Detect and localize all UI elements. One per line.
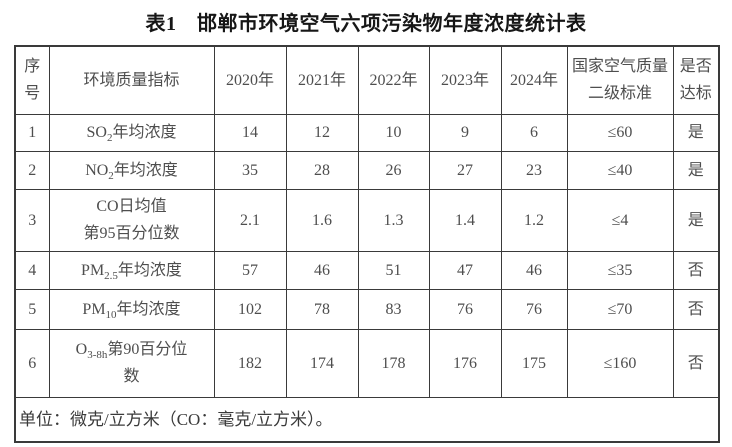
row-number-cell: 3 bbox=[14, 188, 50, 252]
indicator-cell: PM10年均浓度 bbox=[48, 288, 215, 330]
standard-cell: ≤60 bbox=[566, 113, 674, 152]
value-cell: 6 bbox=[500, 113, 568, 152]
value-cell: 182 bbox=[213, 328, 287, 398]
table-footer-row: 单位：微克/立方米（CO：毫克/立方米）。 bbox=[14, 396, 720, 443]
page-title: 表1 邯郸市环境空气六项污染物年度浓度统计表 bbox=[145, 13, 587, 35]
value-cell: 178 bbox=[357, 328, 430, 398]
value-cell: 176 bbox=[428, 328, 502, 398]
table-row: 6 O3-8h第90百分位数 182 174 178 176 175 ≤160 否 bbox=[14, 328, 720, 398]
value-cell: 9 bbox=[428, 113, 502, 152]
value-cell: 2.1 bbox=[213, 188, 287, 252]
table-row: 5 PM10年均浓度 102 78 83 76 76 ≤70 否 bbox=[14, 288, 720, 330]
column-header-standard: 国家空气质量二级标准 bbox=[566, 45, 674, 115]
value-cell: 78 bbox=[285, 288, 359, 330]
value-cell: 27 bbox=[428, 150, 502, 190]
column-header-compliance: 是否达标 bbox=[672, 45, 720, 115]
column-header-2024: 2024年 bbox=[500, 45, 568, 115]
table-row: 3 CO日均值 第95百分位数 2.1 1.6 1.3 1.4 1.2 ≤4 是 bbox=[14, 188, 720, 252]
value-cell: 1.6 bbox=[285, 188, 359, 252]
compliance-cell: 否 bbox=[672, 328, 720, 398]
table-row: 2 NO2年均浓度 35 28 26 27 23 ≤40 是 bbox=[14, 150, 720, 190]
compliance-cell: 是 bbox=[672, 188, 720, 252]
row-number-cell: 4 bbox=[14, 250, 50, 290]
value-cell: 51 bbox=[357, 250, 430, 290]
indicator-cell: SO2年均浓度 bbox=[48, 113, 215, 152]
value-cell: 175 bbox=[500, 328, 568, 398]
column-header-2022: 2022年 bbox=[357, 45, 430, 115]
compliance-cell: 否 bbox=[672, 288, 720, 330]
value-cell: 26 bbox=[357, 150, 430, 190]
indicator-cell: NO2年均浓度 bbox=[48, 150, 215, 190]
value-cell: 83 bbox=[357, 288, 430, 330]
value-cell: 57 bbox=[213, 250, 287, 290]
compliance-cell: 否 bbox=[672, 250, 720, 290]
standard-cell: ≤35 bbox=[566, 250, 674, 290]
standard-cell: ≤70 bbox=[566, 288, 674, 330]
value-cell: 46 bbox=[500, 250, 568, 290]
row-number-cell: 5 bbox=[14, 288, 50, 330]
value-cell: 76 bbox=[428, 288, 502, 330]
value-cell: 1.2 bbox=[500, 188, 568, 252]
indicator-cell: PM2.5年均浓度 bbox=[48, 250, 215, 290]
column-header-no: 序号 bbox=[14, 45, 50, 115]
indicator-cell: O3-8h第90百分位数 bbox=[48, 328, 215, 398]
value-cell: 23 bbox=[500, 150, 568, 190]
value-cell: 28 bbox=[285, 150, 359, 190]
pollutant-statistics-table: 序号 环境质量指标 2020年 2021年 2022年 2023年 2024年 … bbox=[14, 45, 720, 443]
table-header-row: 序号 环境质量指标 2020年 2021年 2022年 2023年 2024年 … bbox=[14, 45, 720, 115]
indicator-cell: CO日均值 第95百分位数 bbox=[48, 188, 215, 252]
value-cell: 12 bbox=[285, 113, 359, 152]
table-row: 1 SO2年均浓度 14 12 10 9 6 ≤60 是 bbox=[14, 113, 720, 152]
value-cell: 46 bbox=[285, 250, 359, 290]
row-number-cell: 6 bbox=[14, 328, 50, 398]
footer-note: 单位：微克/立方米（CO：毫克/立方米）。 bbox=[14, 396, 720, 443]
standard-cell: ≤40 bbox=[566, 150, 674, 190]
value-cell: 102 bbox=[213, 288, 287, 330]
compliance-cell: 是 bbox=[672, 150, 720, 190]
column-header-2023: 2023年 bbox=[428, 45, 502, 115]
table-row: 4 PM2.5年均浓度 57 46 51 47 46 ≤35 否 bbox=[14, 250, 720, 290]
value-cell: 47 bbox=[428, 250, 502, 290]
value-cell: 76 bbox=[500, 288, 568, 330]
column-header-2021: 2021年 bbox=[285, 45, 359, 115]
column-header-indicator: 环境质量指标 bbox=[48, 45, 215, 115]
value-cell: 35 bbox=[213, 150, 287, 190]
standard-cell: ≤4 bbox=[566, 188, 674, 252]
compliance-cell: 是 bbox=[672, 113, 720, 152]
row-number-cell: 1 bbox=[14, 113, 50, 152]
row-number-cell: 2 bbox=[14, 150, 50, 190]
column-header-2020: 2020年 bbox=[213, 45, 287, 115]
table-body: 1 SO2年均浓度 14 12 10 9 6 ≤60 是 2 NO2年均浓度 35 28 26 27 23 ≤4… bbox=[14, 113, 720, 398]
value-cell: 10 bbox=[357, 113, 430, 152]
value-cell: 1.3 bbox=[357, 188, 430, 252]
value-cell: 14 bbox=[213, 113, 287, 152]
value-cell: 1.4 bbox=[428, 188, 502, 252]
value-cell: 174 bbox=[285, 328, 359, 398]
standard-cell: ≤160 bbox=[566, 328, 674, 398]
